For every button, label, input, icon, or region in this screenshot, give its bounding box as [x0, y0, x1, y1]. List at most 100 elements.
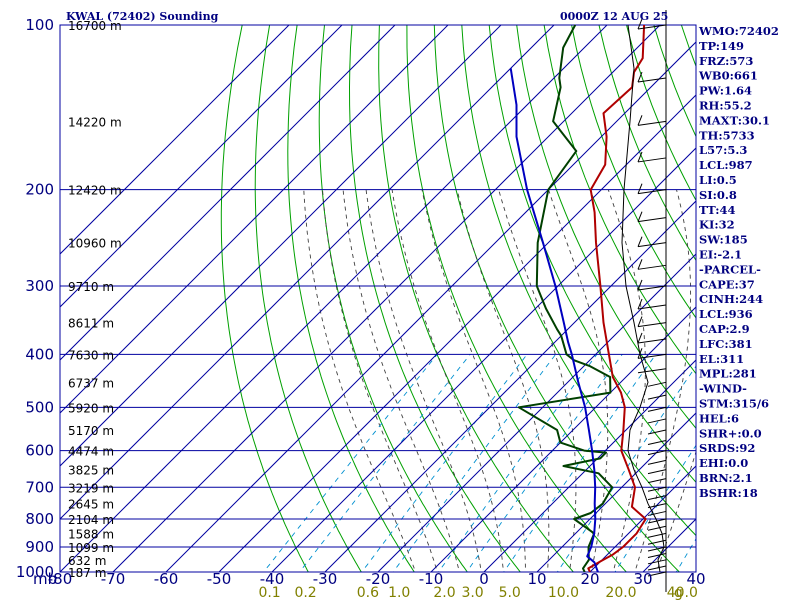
- temperature-tick-label: -30: [313, 570, 338, 588]
- wind-barb: [647, 394, 667, 400]
- wind-barb: [647, 571, 667, 577]
- dry-adiabat-line: [543, 24, 696, 375]
- height-labels: 16700 m 14220 m 12420 m 10960 m 9710 m 8611 m…: [68, 19, 122, 580]
- temperature-trace: [587, 24, 647, 572]
- index-entry: MPL:281: [699, 367, 757, 381]
- mixing-ratio-tick-label: 0.1: [258, 585, 280, 600]
- height-label: 4474 m: [68, 445, 114, 459]
- isotherm-line: [430, 306, 696, 572]
- index-entry: CINH:244: [699, 292, 763, 306]
- index-entry: TT:44: [699, 203, 736, 217]
- wind-barb: [647, 552, 667, 558]
- moist-adiabat-line: [322, 189, 438, 572]
- pressure-tick-label: 700: [25, 478, 54, 496]
- isotherm-line: [377, 253, 696, 572]
- mixing-ratio-lines: [263, 354, 696, 572]
- height-label: 14220 m: [68, 115, 122, 129]
- mixing-ratio-line: [556, 365, 696, 572]
- wind-barb: [647, 486, 667, 492]
- dry-adiabat-line: [516, 24, 696, 430]
- wind-barb: [637, 120, 667, 126]
- isotherm-line: [324, 200, 696, 572]
- dry-adiabat-line: [318, 24, 468, 572]
- wind-barb: [637, 322, 667, 328]
- dry-adiabat-line: [571, 24, 696, 319]
- wind-speed-trace: [621, 24, 665, 573]
- height-label: 9710 m: [68, 280, 114, 294]
- index-entry: SRDS:92: [699, 441, 755, 455]
- isotherm-line: [483, 359, 696, 572]
- temperature-tick-label: 40: [686, 570, 705, 588]
- temperature-tick-label: -50: [207, 570, 232, 588]
- isotherms: [60, 24, 696, 572]
- pressure-tick-label: 900: [25, 538, 54, 556]
- wind-barb: [647, 525, 667, 531]
- temperature-tick-label: -40: [260, 570, 285, 588]
- pressure-tick-label: 200: [25, 181, 54, 199]
- index-entry: HEL:6: [699, 411, 739, 425]
- index-entry: LCL:936: [699, 307, 753, 321]
- index-entry: SW:185: [699, 233, 748, 247]
- height-label: 1099 m: [68, 541, 114, 555]
- height-label: 6737 m: [68, 376, 114, 390]
- wind-barb-flag: [637, 259, 643, 270]
- wind-barb-flag: [637, 332, 643, 344]
- height-label: 632 m: [68, 554, 106, 568]
- wind-barb: [637, 77, 667, 83]
- height-label: 8611 m: [68, 317, 114, 331]
- height-label: 3825 m: [68, 464, 114, 478]
- isobars: [59, 24, 697, 573]
- station-title: KWAL (72402) Sounding: [66, 10, 219, 23]
- moist-adiabat-line: [365, 189, 482, 572]
- wind-barb: [647, 459, 667, 465]
- mixing-ratio-tick-label: 3.0: [461, 585, 483, 600]
- temperature-tick-label: 30: [633, 570, 652, 588]
- index-entry: BRN:2.1: [699, 471, 753, 485]
- wind-barb: [637, 157, 667, 163]
- height-label: 3219 m: [68, 481, 114, 495]
- dry-adiabat-line: [220, 24, 309, 572]
- wind-barb: [647, 565, 667, 571]
- isotherm-line: [536, 412, 696, 572]
- height-label: 187 m: [68, 566, 106, 580]
- height-label: 5170 m: [68, 424, 114, 438]
- isotherm-line: [60, 24, 502, 467]
- isotherm-line: [589, 465, 696, 572]
- wind-barb-flag: [637, 115, 643, 126]
- isotherm-line: [165, 41, 696, 572]
- isotherm-line: [112, 24, 661, 572]
- pressure-tick-label: 1000: [16, 563, 54, 581]
- temperature-tick-label: -20: [366, 570, 391, 588]
- wind-barb-flag: [637, 279, 643, 291]
- index-entry: -WIND-: [699, 382, 747, 396]
- wind-barb-flag: [637, 236, 643, 247]
- dry-adiabat-line: [378, 24, 574, 572]
- height-label: 16700 m: [68, 19, 122, 33]
- wind-barb: [637, 285, 667, 291]
- isotherm-line: [60, 24, 343, 308]
- mixing-ratio-line: [675, 538, 696, 572]
- height-label: 5920 m: [68, 401, 114, 415]
- index-entry: EI:-2.1: [699, 248, 742, 262]
- index-entry: KI:32: [699, 218, 735, 232]
- mixing-ratio-tick-label: 0.2: [294, 585, 316, 600]
- sounding-traces: [509, 24, 647, 572]
- pressure-tick-label: 100: [25, 16, 54, 34]
- temperature-tick-label: -80: [48, 570, 73, 588]
- mixing-ratio-line: [437, 354, 598, 572]
- wind-barb: [647, 418, 667, 424]
- dry-adiabat-line: [254, 24, 362, 572]
- wind-barb: [647, 381, 667, 387]
- moist-adiabat-line: [548, 189, 609, 572]
- wind-barb-flag: [637, 298, 643, 310]
- wind-barb-flag: [637, 348, 643, 359]
- index-entry: L57:5.3: [699, 143, 747, 157]
- index-entry: FRZ:573: [699, 54, 753, 68]
- index-entry: EHI:0.0: [699, 456, 748, 470]
- index-entry: EL:311: [699, 352, 744, 366]
- index-entry: RH:55.2: [699, 99, 752, 113]
- mixing-ratio-tick-label: 10.0: [548, 585, 579, 600]
- wind-barb: [647, 450, 667, 456]
- isotherm-line: [60, 24, 290, 255]
